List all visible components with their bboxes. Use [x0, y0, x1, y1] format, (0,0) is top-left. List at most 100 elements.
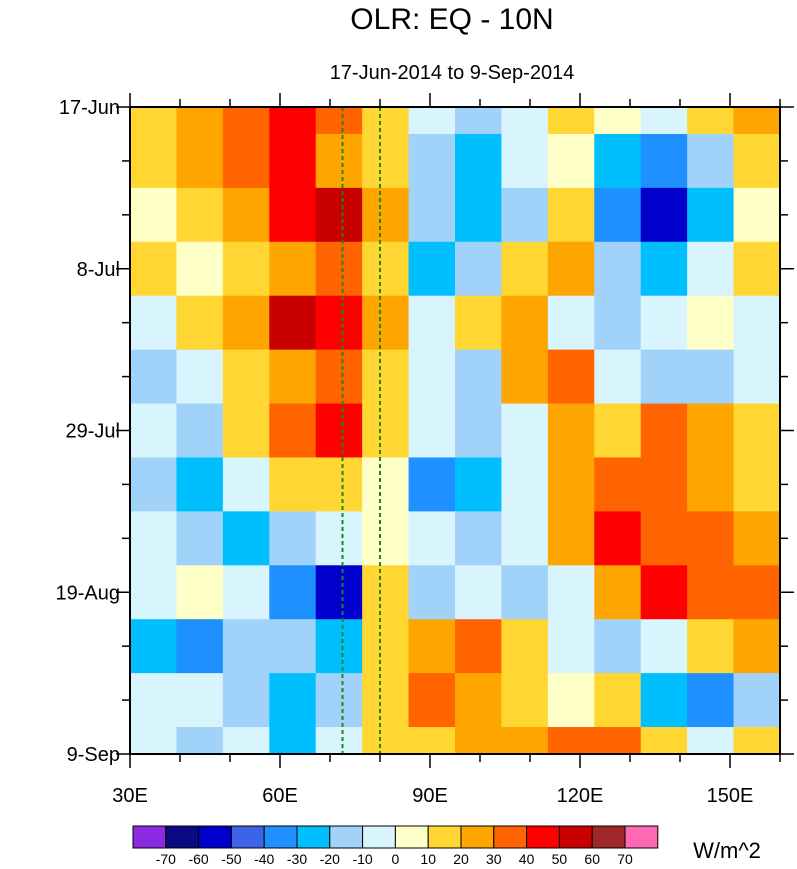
- heatmap-cell: [269, 295, 317, 351]
- heatmap-cell: [222, 619, 270, 674]
- colorbar-swatch: [493, 825, 528, 849]
- colorbar-label: -30: [287, 851, 307, 867]
- heatmap-cell: [362, 673, 410, 728]
- heatmap-cell: [594, 457, 642, 512]
- heatmap-cell: [222, 349, 270, 405]
- colorbar-swatch: [558, 825, 593, 849]
- heatmap-cell: [269, 187, 317, 243]
- heatmap-cell: [176, 403, 224, 459]
- heatmap-cell: [269, 565, 317, 620]
- heatmap-cell: [362, 133, 410, 189]
- heatmap-cell: [269, 133, 317, 189]
- heatmap-cell: [315, 187, 363, 243]
- heatmap-cell: [408, 187, 456, 243]
- heatmap-cell: [501, 619, 549, 674]
- heatmap-cell: [362, 107, 410, 135]
- heatmap-cell: [130, 295, 178, 351]
- heatmap-cell: [222, 107, 270, 135]
- heatmap-cell: [315, 107, 363, 135]
- heatmap-cell: [733, 107, 780, 135]
- heatmap-cell: [733, 349, 780, 405]
- x-tick-label: 90E: [412, 785, 448, 807]
- heatmap-cell: [547, 457, 595, 512]
- heatmap-cell: [176, 133, 224, 189]
- heatmap-cell: [362, 727, 410, 754]
- heatmap-cell: [130, 457, 178, 512]
- heatmap-cell: [408, 403, 456, 459]
- reference-lines: [341, 107, 381, 754]
- heatmap-cell: [687, 241, 735, 297]
- y-tick-label: 17-Jun: [59, 97, 120, 119]
- heatmap-cell: [408, 619, 456, 674]
- heatmap-cell: [455, 349, 503, 405]
- heatmap-cell: [408, 673, 456, 728]
- colorbar-label: 60: [584, 851, 600, 867]
- heatmap-cell: [640, 619, 688, 674]
- heatmap-cell: [315, 241, 363, 297]
- heatmap-cell: [733, 133, 780, 189]
- heatmap-cell: [362, 511, 410, 566]
- heatmap-cell: [594, 727, 642, 754]
- colorbar-label: 30: [486, 851, 502, 867]
- heatmap-cell: [130, 241, 178, 297]
- heatmap-cell: [640, 295, 688, 351]
- heatmap-cell: [547, 565, 595, 620]
- heatmap-cell: [687, 349, 735, 405]
- colorbar-label: 70: [617, 851, 633, 867]
- heatmap-cell: [222, 403, 270, 459]
- heatmap-cell: [408, 565, 456, 620]
- heatmap-cell: [501, 403, 549, 459]
- heatmap-cell: [733, 619, 780, 674]
- heatmap-cell: [362, 241, 410, 297]
- heatmap-cell: [547, 403, 595, 459]
- heatmap-cell: [594, 187, 642, 243]
- heatmap-cell: [594, 133, 642, 189]
- heatmap-cell: [687, 403, 735, 459]
- heatmap-cell: [455, 187, 503, 243]
- colorbar-swatch: [198, 825, 232, 849]
- heatmap-cell: [130, 403, 178, 459]
- colorbar-label: -70: [156, 851, 176, 867]
- heatmap-cell: [455, 619, 503, 674]
- heatmap-cell: [269, 511, 317, 566]
- heatmap-cells: [130, 107, 780, 754]
- heatmap-cell: [501, 511, 549, 566]
- y-axis: 17-Jun 8-Jul 29-Jul 19-Aug 9-Sep: [56, 97, 794, 766]
- colorbar-label: -10: [352, 851, 372, 867]
- heatmap-cell: [687, 727, 735, 754]
- heatmap-cell: [501, 673, 549, 728]
- colorbar-label: -60: [188, 851, 208, 867]
- heatmap-cell: [547, 619, 595, 674]
- heatmap-cell: [222, 295, 270, 351]
- heatmap-cell: [362, 565, 410, 620]
- heatmap-cell: [362, 187, 410, 243]
- heatmap-cell: [408, 727, 456, 754]
- heatmap-cell: [222, 727, 270, 754]
- heatmap-cell: [315, 133, 363, 189]
- heatmap-cell: [594, 295, 642, 351]
- heatmap-cell: [687, 187, 735, 243]
- heatmap-cell: [130, 107, 178, 135]
- heatmap-cell: [594, 241, 642, 297]
- heatmap-cell: [362, 403, 410, 459]
- heatmap-cell: [640, 673, 688, 728]
- heatmap-cell: [269, 241, 317, 297]
- heatmap-cell: [501, 457, 549, 512]
- heatmap-cell: [687, 619, 735, 674]
- heatmap-cell: [176, 295, 224, 351]
- heatmap-cell: [640, 727, 688, 754]
- heatmap-cell: [222, 673, 270, 728]
- heatmap-cell: [222, 241, 270, 297]
- heatmap-cell: [269, 107, 317, 135]
- heatmap-cell: [130, 565, 178, 620]
- heatmap-cell: [408, 133, 456, 189]
- heatmap-cell: [222, 511, 270, 566]
- heatmap-cell: [547, 295, 595, 351]
- heatmap-cell: [594, 619, 642, 674]
- heatmap-cell: [455, 565, 503, 620]
- x-axis: 30E 60E 90E 120E 150E: [112, 93, 781, 807]
- heatmap-cell: [176, 619, 224, 674]
- heatmap-cell: [640, 349, 688, 405]
- heatmap-cell: [640, 187, 688, 243]
